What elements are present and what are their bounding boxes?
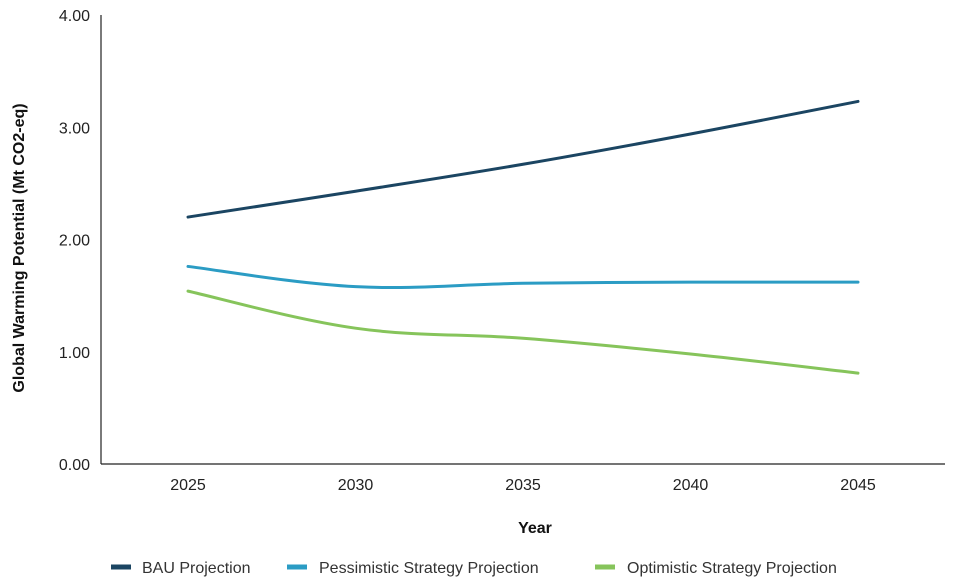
series-line-optimistic [186, 289, 860, 375]
x-tick-label: 2035 [505, 477, 541, 494]
y-tick-label: 2.00 [59, 233, 90, 250]
legend-label-pessimistic: Pessimistic Strategy Projection [319, 560, 539, 577]
y-tick-label: 4.00 [59, 8, 90, 25]
legend-item-pessimistic[interactable]: Pessimistic Strategy Projection [287, 560, 539, 577]
x-tick-label: 2040 [673, 477, 709, 494]
series-lines [186, 99, 860, 375]
legend-item-optimistic[interactable]: Optimistic Strategy Projection [595, 560, 837, 577]
plot-area: 0.00 1.00 2.00 3.00 4.00 2025 2030 2035 2040 204… [59, 8, 945, 494]
y-tick-label: 1.00 [59, 345, 90, 362]
y-tick-label: 0.00 [59, 457, 90, 474]
legend-label-bau: BAU Projection [142, 560, 251, 577]
series-line-bau [186, 99, 860, 219]
x-tick-labels: 2025 2030 2035 2040 2045 [170, 477, 876, 494]
legend: BAU Projection Pessimistic Strategy Proj… [111, 560, 837, 577]
series-line-pessimistic [186, 264, 860, 290]
y-tick-label: 3.00 [59, 120, 90, 137]
legend-item-bau[interactable]: BAU Projection [111, 560, 251, 577]
x-tick-label: 2045 [840, 477, 876, 494]
x-tick-label: 2030 [338, 477, 374, 494]
y-tick-labels: 0.00 1.00 2.00 3.00 4.00 [59, 8, 90, 474]
x-axis-title: Year [518, 520, 552, 537]
legend-label-optimistic: Optimistic Strategy Projection [627, 560, 837, 577]
x-tick-label: 2025 [170, 477, 206, 494]
y-axis-title: Global Warming Potential (Mt CO2-eq) [11, 103, 28, 392]
